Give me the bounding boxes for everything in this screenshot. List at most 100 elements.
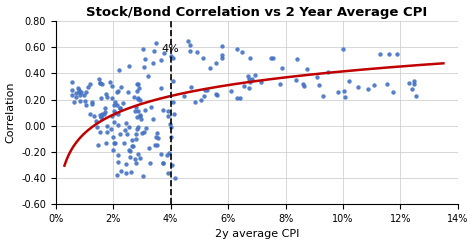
Point — [383, 83, 391, 86]
Point — [324, 70, 331, 74]
Point — [137, 98, 144, 102]
Point — [101, 106, 109, 110]
Point — [191, 100, 199, 104]
Point — [97, 115, 104, 119]
Point — [68, 80, 75, 84]
Point — [125, 125, 132, 129]
Point — [169, 79, 176, 83]
Point — [115, 68, 123, 72]
Point — [385, 52, 393, 56]
Point — [167, 135, 175, 139]
Point — [100, 112, 108, 116]
Point — [137, 117, 145, 121]
Point — [114, 89, 122, 93]
Text: 4%: 4% — [162, 44, 180, 54]
Point — [109, 96, 116, 100]
Point — [110, 120, 118, 124]
Point — [92, 119, 100, 123]
Point — [339, 47, 347, 51]
Point — [113, 173, 121, 177]
Point — [133, 115, 141, 119]
Point — [103, 95, 110, 98]
Point — [135, 97, 142, 101]
Point — [134, 83, 141, 86]
Point — [75, 88, 83, 92]
Point — [246, 56, 254, 60]
Point — [164, 153, 171, 157]
Point — [125, 64, 133, 68]
Point — [218, 56, 226, 60]
Point — [276, 82, 284, 86]
Point — [81, 99, 89, 103]
Point — [147, 105, 155, 109]
Point — [245, 74, 252, 78]
Point — [88, 100, 95, 104]
Point — [152, 135, 160, 139]
Point — [96, 81, 104, 85]
Point — [187, 85, 195, 89]
Point — [140, 65, 148, 69]
Point — [138, 131, 146, 135]
Point — [251, 73, 259, 77]
Point — [248, 77, 256, 81]
Point — [102, 92, 110, 96]
Point — [102, 141, 110, 145]
Point — [201, 94, 208, 98]
Point — [99, 111, 106, 115]
Point — [157, 58, 165, 62]
Point — [99, 82, 106, 86]
Point — [246, 86, 253, 90]
Point — [116, 107, 124, 110]
Point — [137, 113, 144, 117]
Point — [313, 75, 320, 79]
Point — [237, 96, 244, 100]
Point — [142, 126, 150, 130]
Point — [87, 112, 94, 116]
Point — [153, 41, 160, 45]
Point — [128, 144, 136, 148]
Point — [166, 122, 173, 126]
Point — [109, 135, 117, 139]
Point — [71, 100, 78, 104]
Point — [140, 130, 148, 134]
Point — [213, 92, 220, 96]
Point — [159, 108, 166, 112]
Point — [394, 52, 401, 56]
Point — [212, 61, 219, 65]
Point — [233, 47, 241, 51]
Point — [410, 79, 418, 83]
Point — [77, 90, 85, 94]
Point — [114, 123, 122, 127]
Point — [146, 161, 154, 165]
Point — [139, 174, 146, 178]
Point — [107, 127, 115, 131]
X-axis label: 2y average CPI: 2y average CPI — [215, 230, 299, 239]
Point — [132, 132, 139, 136]
Point — [133, 127, 140, 131]
Point — [123, 132, 130, 136]
Point — [164, 171, 172, 175]
Point — [137, 156, 144, 159]
Point — [110, 141, 118, 145]
Point — [111, 100, 118, 104]
Point — [149, 118, 157, 122]
Point — [108, 84, 116, 88]
Point — [133, 82, 141, 86]
Point — [257, 80, 264, 84]
Point — [85, 86, 92, 89]
Point — [114, 153, 122, 157]
Point — [145, 74, 152, 78]
Point — [68, 88, 75, 92]
Point — [132, 161, 140, 165]
Point — [89, 102, 96, 106]
Point — [218, 53, 226, 57]
Point — [213, 93, 221, 97]
Point — [218, 44, 226, 48]
Point — [134, 109, 142, 113]
Point — [167, 54, 175, 58]
Point — [234, 97, 241, 100]
Point — [240, 84, 248, 88]
Point — [113, 103, 121, 107]
Point — [96, 130, 103, 134]
Point — [187, 49, 194, 53]
